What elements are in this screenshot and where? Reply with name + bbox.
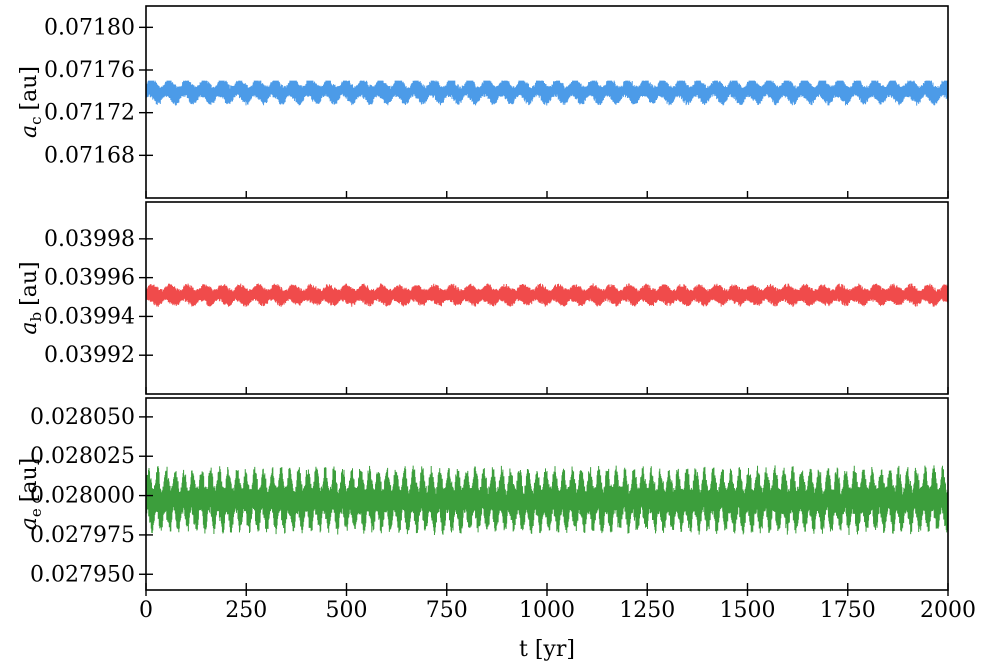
y-tick-label: 0.07176	[44, 58, 135, 83]
chart-panels: 0.071680.071720.071760.07180ac[au]0.0399…	[17, 5, 949, 591]
y-axis-label-c: ac [au]	[17, 66, 45, 138]
x-tick-label: 1000	[519, 598, 575, 623]
x-tick-label: 0	[139, 598, 153, 623]
panel-c: 0.07168 0.07172 0.07176 0.07180 ac [au]	[17, 5, 949, 199]
x-tick-label: 250	[225, 598, 267, 623]
y-tick-label: 0.028025	[30, 444, 135, 469]
panel-e: 0.027950 0.027975 0.028000 0.028025 0.028050…	[17, 397, 949, 591]
x-axis: 0 250 500 750 1000 1250 1500 1750 2000	[139, 590, 976, 623]
y-tick-label: 0.03996	[44, 266, 135, 291]
y-axis-label-b: ab [au]	[17, 261, 45, 334]
x-tick-label: 1500	[720, 598, 776, 623]
y-tick-label: 0.03994	[44, 304, 135, 329]
x-tick-label: 2000	[920, 598, 976, 623]
y-tick-label: 0.07168	[44, 143, 135, 168]
y-axis-label-subscript: e	[27, 508, 45, 517]
y-axis-label-subscript: c	[27, 116, 45, 124]
y-tick-label: 0.03998	[44, 227, 135, 252]
y-tick-label: 0.07180	[44, 15, 135, 40]
y-axis-label-subscript: b	[27, 312, 45, 322]
y-tick-label: 0.03992	[44, 343, 135, 368]
y-tick-label: 0.027950	[30, 562, 135, 587]
y-axis-label-symbol: a	[17, 517, 42, 530]
y-axis-label-unit: [au]	[17, 458, 42, 502]
series-line-c	[146, 80, 948, 106]
y-tick-label: 0.07172	[44, 101, 135, 126]
x-tick-label: 750	[426, 598, 468, 623]
x-tick-label: 1750	[820, 598, 876, 623]
series-line-e	[146, 465, 948, 536]
y-axis-label-unit: [au]	[17, 66, 42, 110]
y-tick-label: 0.028050	[30, 405, 135, 430]
panel-b: 0.03992 0.03994 0.03996 0.03998 ab [au]	[17, 201, 949, 395]
x-axis-label: t [yr]	[519, 637, 575, 662]
y-axis-label-unit: [au]	[17, 261, 42, 305]
x-tick-label: 1250	[619, 598, 675, 623]
y-tick-label: 0.027975	[30, 523, 135, 548]
x-tick-label: 500	[326, 598, 368, 623]
y-axis-label-e: ae [au]	[17, 458, 45, 530]
series-line-b	[146, 283, 948, 307]
y-axis-label-symbol: a	[17, 321, 42, 334]
y-tick-label: 0.028000	[30, 484, 135, 509]
y-axis-label-symbol: a	[17, 125, 42, 138]
